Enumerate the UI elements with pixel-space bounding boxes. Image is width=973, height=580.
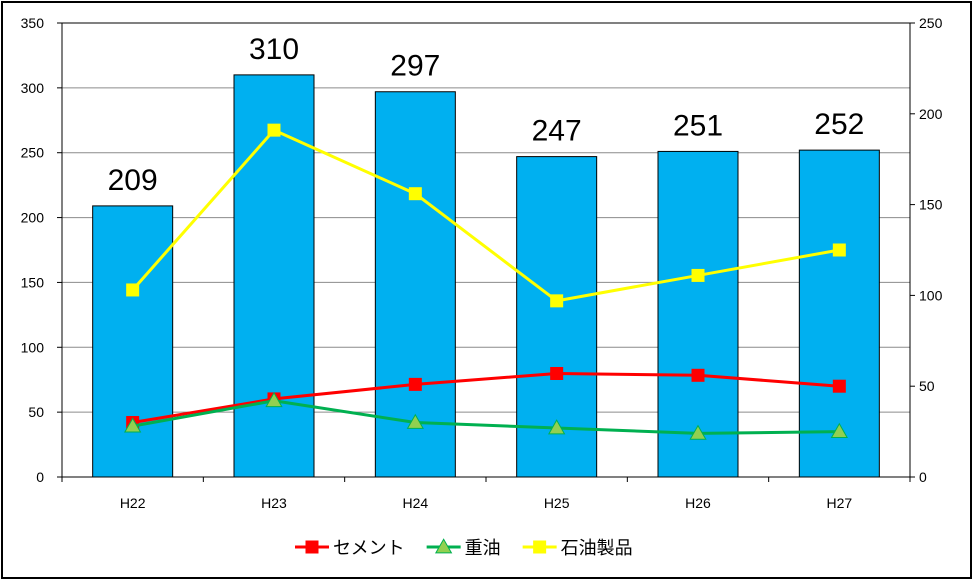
y-tick-label-right: 100: [919, 287, 943, 303]
y-tick-label-left: 350: [21, 15, 45, 31]
y-tick-label-right: 0: [919, 469, 927, 485]
legend-label: セメント: [333, 538, 405, 559]
x-tick-label: H22: [120, 495, 146, 511]
line-marker: [550, 366, 564, 380]
data-label: 209: [108, 164, 158, 197]
legend-label: 石油製品: [561, 538, 633, 559]
line-marker: [406, 413, 424, 429]
line-marker: [691, 368, 705, 382]
y-tick-label-right: 150: [919, 197, 943, 213]
x-tick-label: H26: [685, 495, 711, 511]
y-tick-label-right: 50: [919, 378, 935, 394]
y-tick-label-right: 250: [919, 15, 943, 31]
line-marker: [267, 123, 281, 137]
bar: [374, 91, 456, 478]
line-marker: [689, 424, 707, 440]
x-tick-label: H27: [826, 495, 852, 511]
line-marker: [126, 283, 140, 297]
y-tick-label-left: 0: [36, 469, 44, 485]
y-tick-label-left: 300: [21, 80, 45, 96]
line-marker: [408, 187, 422, 201]
bar: [657, 150, 739, 478]
x-tick-label: H23: [261, 495, 287, 511]
line-marker: [124, 417, 142, 433]
line-marker: [832, 243, 846, 257]
y-tick-label-left: 250: [21, 145, 45, 161]
y-tick-label-left: 200: [21, 210, 45, 226]
y-tick-label-right: 200: [919, 106, 943, 122]
data-label: 247: [532, 115, 582, 148]
line-marker: [691, 268, 705, 282]
line-marker: [408, 377, 422, 391]
series-line: [132, 399, 840, 435]
data-label: 297: [390, 50, 440, 83]
data-label: 252: [814, 108, 864, 141]
line-marker: [830, 422, 848, 438]
legend-swatch-marker: [434, 538, 453, 554]
data-label: 251: [673, 109, 723, 142]
series-line: [131, 128, 840, 303]
line-marker: [550, 294, 564, 308]
bar: [92, 205, 174, 478]
x-tick-label: H24: [402, 495, 428, 511]
series-line: [132, 371, 840, 424]
legend-label: 重油: [465, 538, 501, 559]
line-marker: [832, 379, 846, 393]
data-label: 310: [249, 33, 299, 66]
bar: [798, 149, 880, 478]
legend-swatch-marker: [305, 540, 319, 554]
line-marker: [265, 391, 283, 408]
y-tick-label-left: 100: [21, 339, 45, 355]
y-tick-label-left: 50: [28, 404, 44, 420]
y-tick-label-left: 150: [21, 274, 45, 290]
line-marker: [548, 419, 566, 435]
x-tick-label: H25: [544, 495, 570, 511]
legend-swatch-marker: [533, 540, 547, 554]
